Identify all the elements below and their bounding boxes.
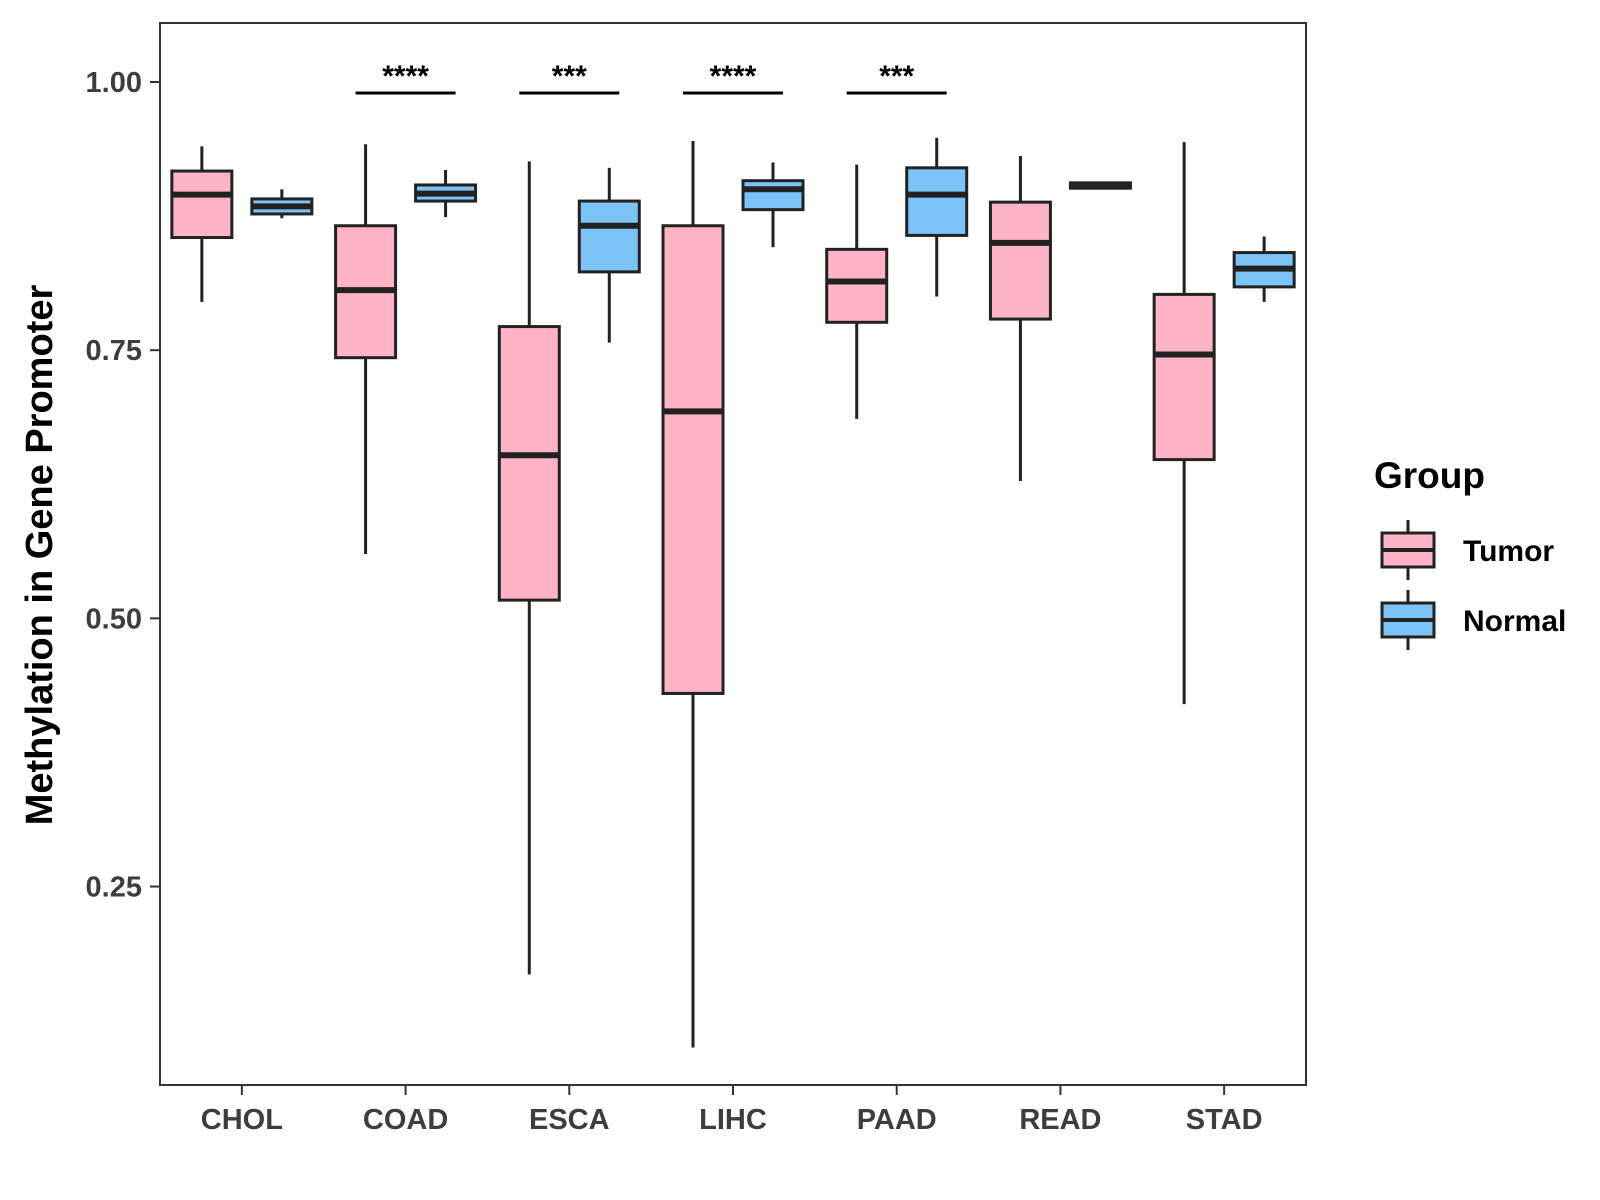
box-lihc-normal xyxy=(741,162,805,248)
box-lihc-tumor xyxy=(661,141,725,1048)
box-read-tumor xyxy=(988,156,1052,482)
box-iqr xyxy=(661,224,725,695)
box-iqr xyxy=(825,247,889,324)
box-iqr xyxy=(741,179,805,212)
box-iqr xyxy=(577,199,641,274)
box-chol-normal xyxy=(250,189,314,219)
significance-esca: *** xyxy=(519,60,620,95)
x-tick-label: READ xyxy=(1019,1104,1101,1136)
box-stad-tumor xyxy=(1152,142,1216,705)
box-iqr xyxy=(1152,292,1216,462)
legend-label-normal: Normal xyxy=(1463,605,1566,638)
box-chol-tumor xyxy=(170,146,234,302)
box-iqr xyxy=(497,325,561,602)
chart-marks: **** *** **** *** xyxy=(170,60,1296,1048)
y-axis: 0.25 0.50 0.75 1.00 xyxy=(86,67,160,904)
legend-key-tumor xyxy=(1380,520,1436,580)
y-tick-label: 0.50 xyxy=(86,603,142,635)
significance-label: **** xyxy=(710,60,757,93)
y-tick-label: 0.75 xyxy=(86,335,142,367)
significance-paad: *** xyxy=(846,60,947,95)
box-coad-normal xyxy=(414,169,478,218)
box-coad-tumor xyxy=(334,144,398,554)
legend-title: Group xyxy=(1374,455,1485,496)
x-tick-label: COAD xyxy=(363,1104,448,1136)
x-tick-label: CHOL xyxy=(201,1104,283,1136)
significance-label: *** xyxy=(552,60,587,93)
significance-coad: **** xyxy=(355,60,456,95)
significance-lihc: **** xyxy=(683,60,783,95)
box-esca-tumor xyxy=(497,161,561,975)
box-paad-normal xyxy=(905,137,969,297)
legend-label-tumor: Tumor xyxy=(1463,535,1554,568)
legend-key-normal xyxy=(1380,590,1436,650)
y-tick-label: 1.00 xyxy=(86,67,142,99)
box-iqr xyxy=(988,200,1052,321)
y-axis-title: Methylation in Gene Promoter xyxy=(19,285,61,826)
x-tick-label: STAD xyxy=(1186,1104,1263,1136)
box-esca-normal xyxy=(577,167,641,343)
x-tick-label: LIHC xyxy=(699,1104,767,1136)
box-stad-normal xyxy=(1232,236,1296,302)
significance-label: *** xyxy=(879,60,914,93)
box-iqr xyxy=(905,166,969,237)
x-axis: CHOL COAD ESCA LIHC PAAD READ STAD xyxy=(201,1085,1263,1136)
legend: Group Tumor Normal xyxy=(1374,455,1566,650)
box-iqr xyxy=(170,169,234,240)
y-tick-label: 0.25 xyxy=(86,872,142,904)
box-paad-tumor xyxy=(825,164,889,419)
box-read-normal xyxy=(1068,181,1132,190)
x-tick-label: PAAD xyxy=(857,1104,937,1136)
x-tick-label: ESCA xyxy=(529,1104,610,1136)
significance-label: **** xyxy=(382,60,429,93)
